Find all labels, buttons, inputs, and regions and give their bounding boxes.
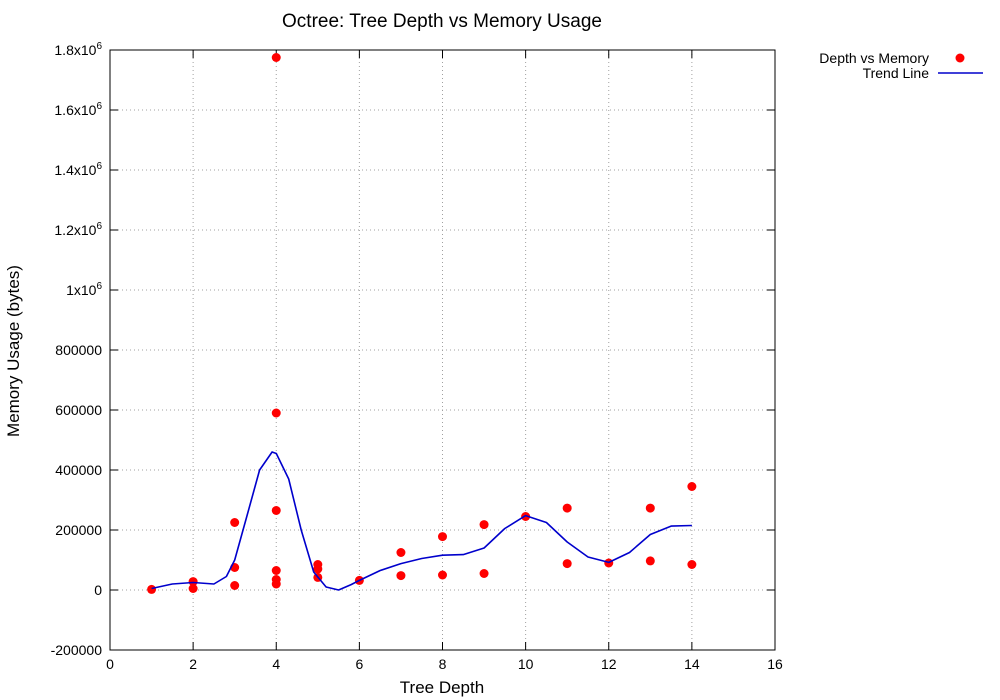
data-point xyxy=(562,559,572,569)
data-point xyxy=(479,520,489,530)
data-point xyxy=(687,560,697,569)
data-point xyxy=(645,556,655,566)
data-point xyxy=(147,584,157,594)
x-tick-label: 4 xyxy=(272,656,280,672)
data-point xyxy=(562,503,572,513)
x-tick-label: 16 xyxy=(767,656,783,672)
data-point xyxy=(230,581,240,590)
data-point xyxy=(188,577,198,587)
y-tick-label: 800000 xyxy=(55,342,102,358)
y-tick-label: 1.6x106 xyxy=(54,101,102,118)
data-point xyxy=(396,548,406,557)
data-point xyxy=(645,503,655,513)
data-point xyxy=(188,584,198,593)
chart-title: Octree: Tree Depth vs Memory Usage xyxy=(282,11,602,32)
data-point xyxy=(271,566,281,575)
data-point xyxy=(479,569,489,578)
series-layer xyxy=(147,53,697,594)
grid xyxy=(110,50,775,650)
x-tick-label: 14 xyxy=(684,656,700,672)
data-point xyxy=(313,564,323,574)
y-tick-label: 1.8x106 xyxy=(54,41,102,58)
data-point xyxy=(687,482,697,491)
data-point xyxy=(271,506,281,515)
data-point xyxy=(271,579,281,589)
data-point xyxy=(230,518,240,527)
x-axis-label: Tree Depth xyxy=(400,678,484,697)
y-tick-label: 400000 xyxy=(55,462,102,478)
y-tick-label: 1x106 xyxy=(66,281,102,298)
x-tick-label: 6 xyxy=(355,656,363,672)
x-tick-label: 10 xyxy=(518,656,534,672)
y-tick-label: 1.2x106 xyxy=(54,221,102,238)
data-point xyxy=(271,53,281,62)
y-tick-label: -200000 xyxy=(51,642,103,658)
x-tick-label: 0 xyxy=(106,656,114,672)
legend-label: Depth vs Memory xyxy=(819,50,929,66)
x-tick-label: 8 xyxy=(439,656,447,672)
data-point xyxy=(271,408,281,418)
y-tick-label: 0 xyxy=(94,582,102,598)
data-point xyxy=(438,570,447,580)
y-tick-label: 1.4x106 xyxy=(54,161,102,178)
y-tick-label: 600000 xyxy=(55,402,102,418)
data-point xyxy=(396,571,406,581)
x-tick-label: 12 xyxy=(601,656,617,672)
y-axis-label: Memory Usage (bytes) xyxy=(4,265,23,437)
x-tick-label: 2 xyxy=(189,656,197,672)
trend-line xyxy=(151,451,692,591)
axes: 0 2 4 6 8 10 12 14 16-20000002000004000006000008… xyxy=(51,41,783,672)
legend-point-swatch xyxy=(955,53,965,63)
data-point xyxy=(438,532,447,542)
y-tick-label: 200000 xyxy=(55,522,102,538)
legend-label: Trend Line xyxy=(863,65,930,81)
